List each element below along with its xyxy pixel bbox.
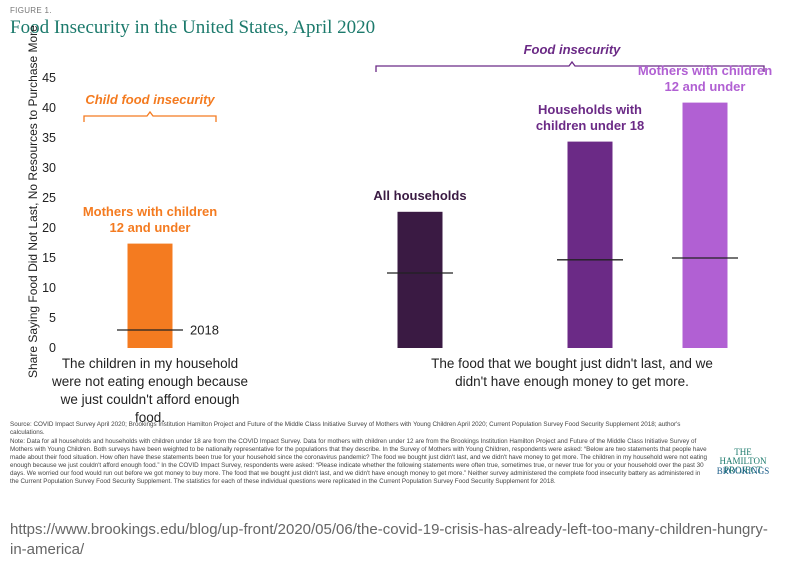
footnote: Note: Data for all households and househ… xyxy=(10,438,708,485)
source-note: Source: COVID Impact Survey April 2020; … xyxy=(10,421,681,436)
y-tick-label: 30 xyxy=(42,161,56,175)
y-tick-label: 15 xyxy=(42,251,56,265)
logo-hamilton: THE HAMILTON PROJECT xyxy=(719,447,767,475)
y-tick-label: 5 xyxy=(49,311,56,325)
bar-label: All households xyxy=(373,187,467,203)
logo-brookings: BROOKINGS xyxy=(716,466,770,476)
group-bracket xyxy=(83,110,217,122)
y-tick-label: 40 xyxy=(42,101,56,115)
y-tick-label: 25 xyxy=(42,191,56,205)
bar xyxy=(682,102,728,348)
reference-label: 2018 xyxy=(190,322,219,338)
bar xyxy=(397,211,443,348)
bar-label: Mothers with children 12 and under xyxy=(82,203,218,235)
group-label: Food insecurity xyxy=(523,42,621,57)
bar xyxy=(567,141,613,348)
group-bracket xyxy=(375,60,765,72)
y-tick-label: 35 xyxy=(42,131,56,145)
group-question: The food that we bought just didn't last… xyxy=(431,356,713,389)
source-url: https://www.brookings.edu/blog/up-front/… xyxy=(10,521,768,558)
group-label: Child food insecurity xyxy=(85,92,215,107)
y-tick-label: 20 xyxy=(42,221,56,235)
y-tick-label: 10 xyxy=(42,281,56,295)
y-tick-label: 0 xyxy=(49,341,56,355)
chart-title: Food Insecurity in the United States, Ap… xyxy=(10,17,376,38)
bar-label: Mothers with children 12 and under xyxy=(637,62,773,94)
y-tick-label: 45 xyxy=(42,71,56,85)
bar-label: Households with children under 18 xyxy=(535,101,645,133)
figure-label: FIGURE 1. xyxy=(10,6,52,15)
group-question: The children in my household were not ea… xyxy=(52,356,248,425)
bar xyxy=(127,243,173,348)
